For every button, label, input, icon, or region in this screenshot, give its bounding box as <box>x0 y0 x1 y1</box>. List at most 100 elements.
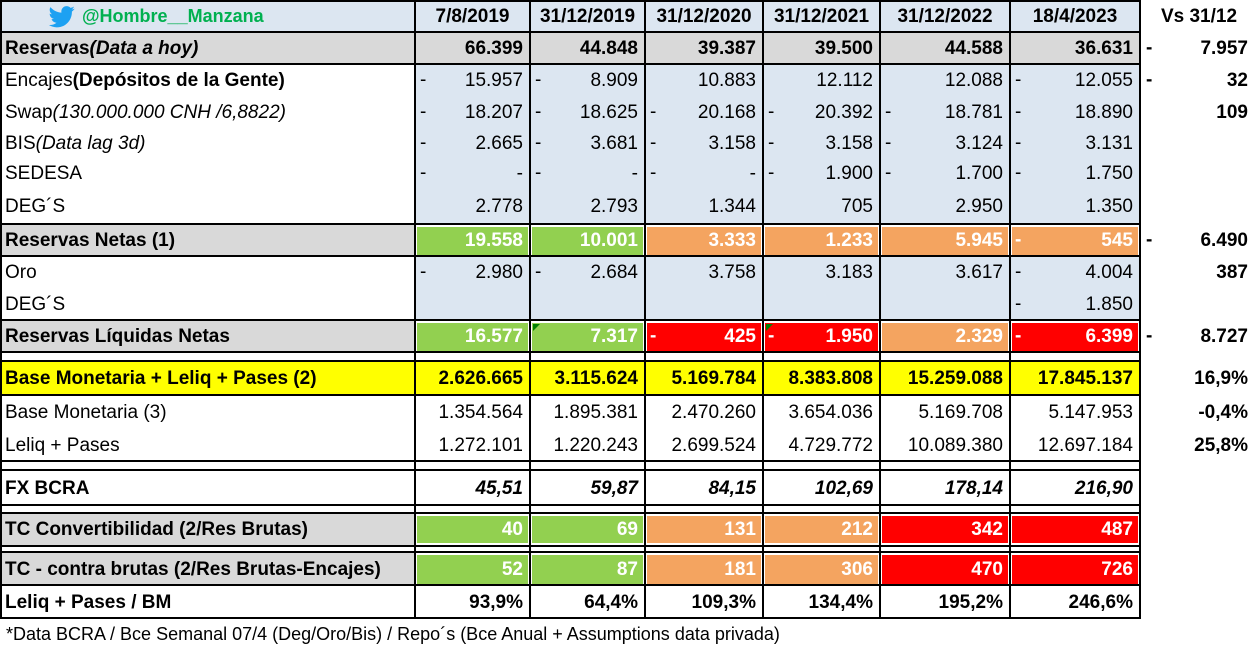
value-cell: 102,69 <box>763 471 880 506</box>
grid-line-horizontal <box>0 351 1140 353</box>
value-text: 64,4% <box>584 591 638 613</box>
value-fill <box>765 227 878 255</box>
vs-value <box>1140 514 1258 545</box>
negative-marker: - <box>420 261 427 283</box>
value-text: 66.399 <box>464 38 523 59</box>
twitter-handle[interactable]: @Hombre__Manzana <box>82 6 264 26</box>
value-text: 2.950 <box>955 196 1003 217</box>
negative-marker: - <box>768 325 775 347</box>
value-cell: 470 <box>880 553 1010 586</box>
value-fill <box>1012 227 1138 255</box>
value-text: 20.168 <box>697 102 756 123</box>
value-text: - <box>631 163 638 184</box>
value-text: 93,9% <box>469 591 523 613</box>
date-header-2: 31/12/2019 <box>530 0 645 33</box>
value-text: 4.004 <box>1085 262 1133 283</box>
vs-value: - 8.727 <box>1140 321 1258 353</box>
value-text: 102,69 <box>814 477 873 499</box>
value-text: 1.354.564 <box>438 402 523 423</box>
vs-value <box>1140 129 1258 159</box>
negative-marker: - <box>768 132 775 154</box>
row-label-main: Base Monetaria (3) <box>5 402 167 423</box>
value-cell: 195,2% <box>880 586 1010 619</box>
value-cell: 39.500 <box>763 33 880 65</box>
value-cell: 3.654.036 <box>763 396 880 430</box>
row-label: Oro <box>0 257 415 289</box>
negative-marker: - <box>1146 37 1153 59</box>
value-text: 1.220.243 <box>553 435 638 456</box>
value-cell: 64,4% <box>530 586 645 619</box>
value-fill <box>765 555 878 584</box>
value-cell: 1.350 <box>1010 189 1140 225</box>
row-label: Reservas Líquidas Netas <box>0 321 415 353</box>
value-cell: - 18.781 <box>880 97 1010 129</box>
value-fill <box>882 323 1008 351</box>
row-label-note: (Data a hoy) <box>89 38 199 59</box>
vs-text: 387 <box>1216 262 1248 283</box>
comment-marker <box>533 324 540 331</box>
value-cell: 726 <box>1010 553 1140 586</box>
value-text: 18.625 <box>579 102 638 123</box>
row-label: SEDESA <box>0 159 415 189</box>
value-cell: 2.778 <box>415 189 530 225</box>
value-cell: 2.793 <box>530 189 645 225</box>
vs-value <box>1140 189 1258 225</box>
grid-line-horizontal <box>0 63 1140 65</box>
value-cell: - 18.207 <box>415 97 530 129</box>
value-text: 16.577 <box>464 326 523 347</box>
value-cell: 1.272.101 <box>415 430 530 462</box>
date-header-1: 7/8/2019 <box>415 0 530 33</box>
negative-marker: - <box>535 69 542 91</box>
date-header-6: 18/4/2023 <box>1010 0 1140 33</box>
value-text: 10.089.380 <box>907 435 1003 456</box>
header-row: @Hombre__Manzana 7/8/2019 31/12/2019 31/12/… <box>0 0 1258 33</box>
value-cell: 2.950 <box>880 189 1010 225</box>
grid-line-vertical <box>0 0 2 619</box>
value-text: 52 <box>501 558 523 580</box>
value-cell: 3.183 <box>763 257 880 289</box>
value-fill <box>882 227 1008 255</box>
value-cell: 19.558 <box>415 225 530 257</box>
value-cell: 306 <box>763 553 880 586</box>
grid-line-horizontal <box>0 223 1140 225</box>
value-cell: 216,90 <box>1010 471 1140 506</box>
value-text: 109,3% <box>691 591 756 613</box>
value-text: 1.344 <box>708 196 756 217</box>
table-row: Leliq + Pases 1.272.101 1.220.243 2.699.524… <box>0 430 1258 462</box>
value-cell: - 18.625 <box>530 97 645 129</box>
value-text: 18.781 <box>944 102 1003 123</box>
value-text: 39.387 <box>697 38 756 59</box>
vs-text: 6.490 <box>1200 230 1248 251</box>
row-label-main: TC - contra brutas (2/Res Brutas-Encajes… <box>5 558 381 580</box>
grid-line-vertical <box>762 0 764 619</box>
value-cell: 487 <box>1010 514 1140 545</box>
value-text: 1.272.101 <box>438 435 523 456</box>
vs-text: 7.957 <box>1200 38 1248 59</box>
grid-line-horizontal <box>0 512 1140 514</box>
value-text: 2.980 <box>475 262 523 283</box>
value-fill <box>647 555 761 584</box>
vs-value <box>1140 289 1258 321</box>
value-text: 5.169.784 <box>671 368 756 389</box>
value-text: 1.895.381 <box>553 402 638 423</box>
grid-line-vertical <box>1139 0 1141 619</box>
value-cell <box>530 289 645 321</box>
value-cell: 12.088 <box>880 65 1010 97</box>
value-cell: 10.883 <box>645 65 763 97</box>
vs-value: 387 <box>1140 257 1258 289</box>
table-row: Oro -2.980-2.684 3.758 3.183 3.617-4.004 387 <box>0 257 1258 289</box>
value-text: 216,90 <box>1074 477 1133 499</box>
value-cell: 10.001 <box>530 225 645 257</box>
row-label-main: DEG´S <box>5 196 66 217</box>
value-text: 705 <box>841 196 873 217</box>
value-cell: 36.631 <box>1010 33 1140 65</box>
value-text: 3.158 <box>708 133 756 154</box>
value-text: 134,4% <box>808 591 873 613</box>
value-cell: - 2.665 <box>415 129 530 159</box>
table-row: BIS (Data lag 3d) -2.665-3.681-3.158-3.15… <box>0 129 1258 159</box>
row-label-main: Leliq + Pases / BM <box>5 591 172 613</box>
vs-value: - 32 <box>1140 65 1258 97</box>
negative-marker: - <box>420 132 427 154</box>
negative-marker: - <box>650 101 657 123</box>
value-text: 212 <box>841 518 873 540</box>
